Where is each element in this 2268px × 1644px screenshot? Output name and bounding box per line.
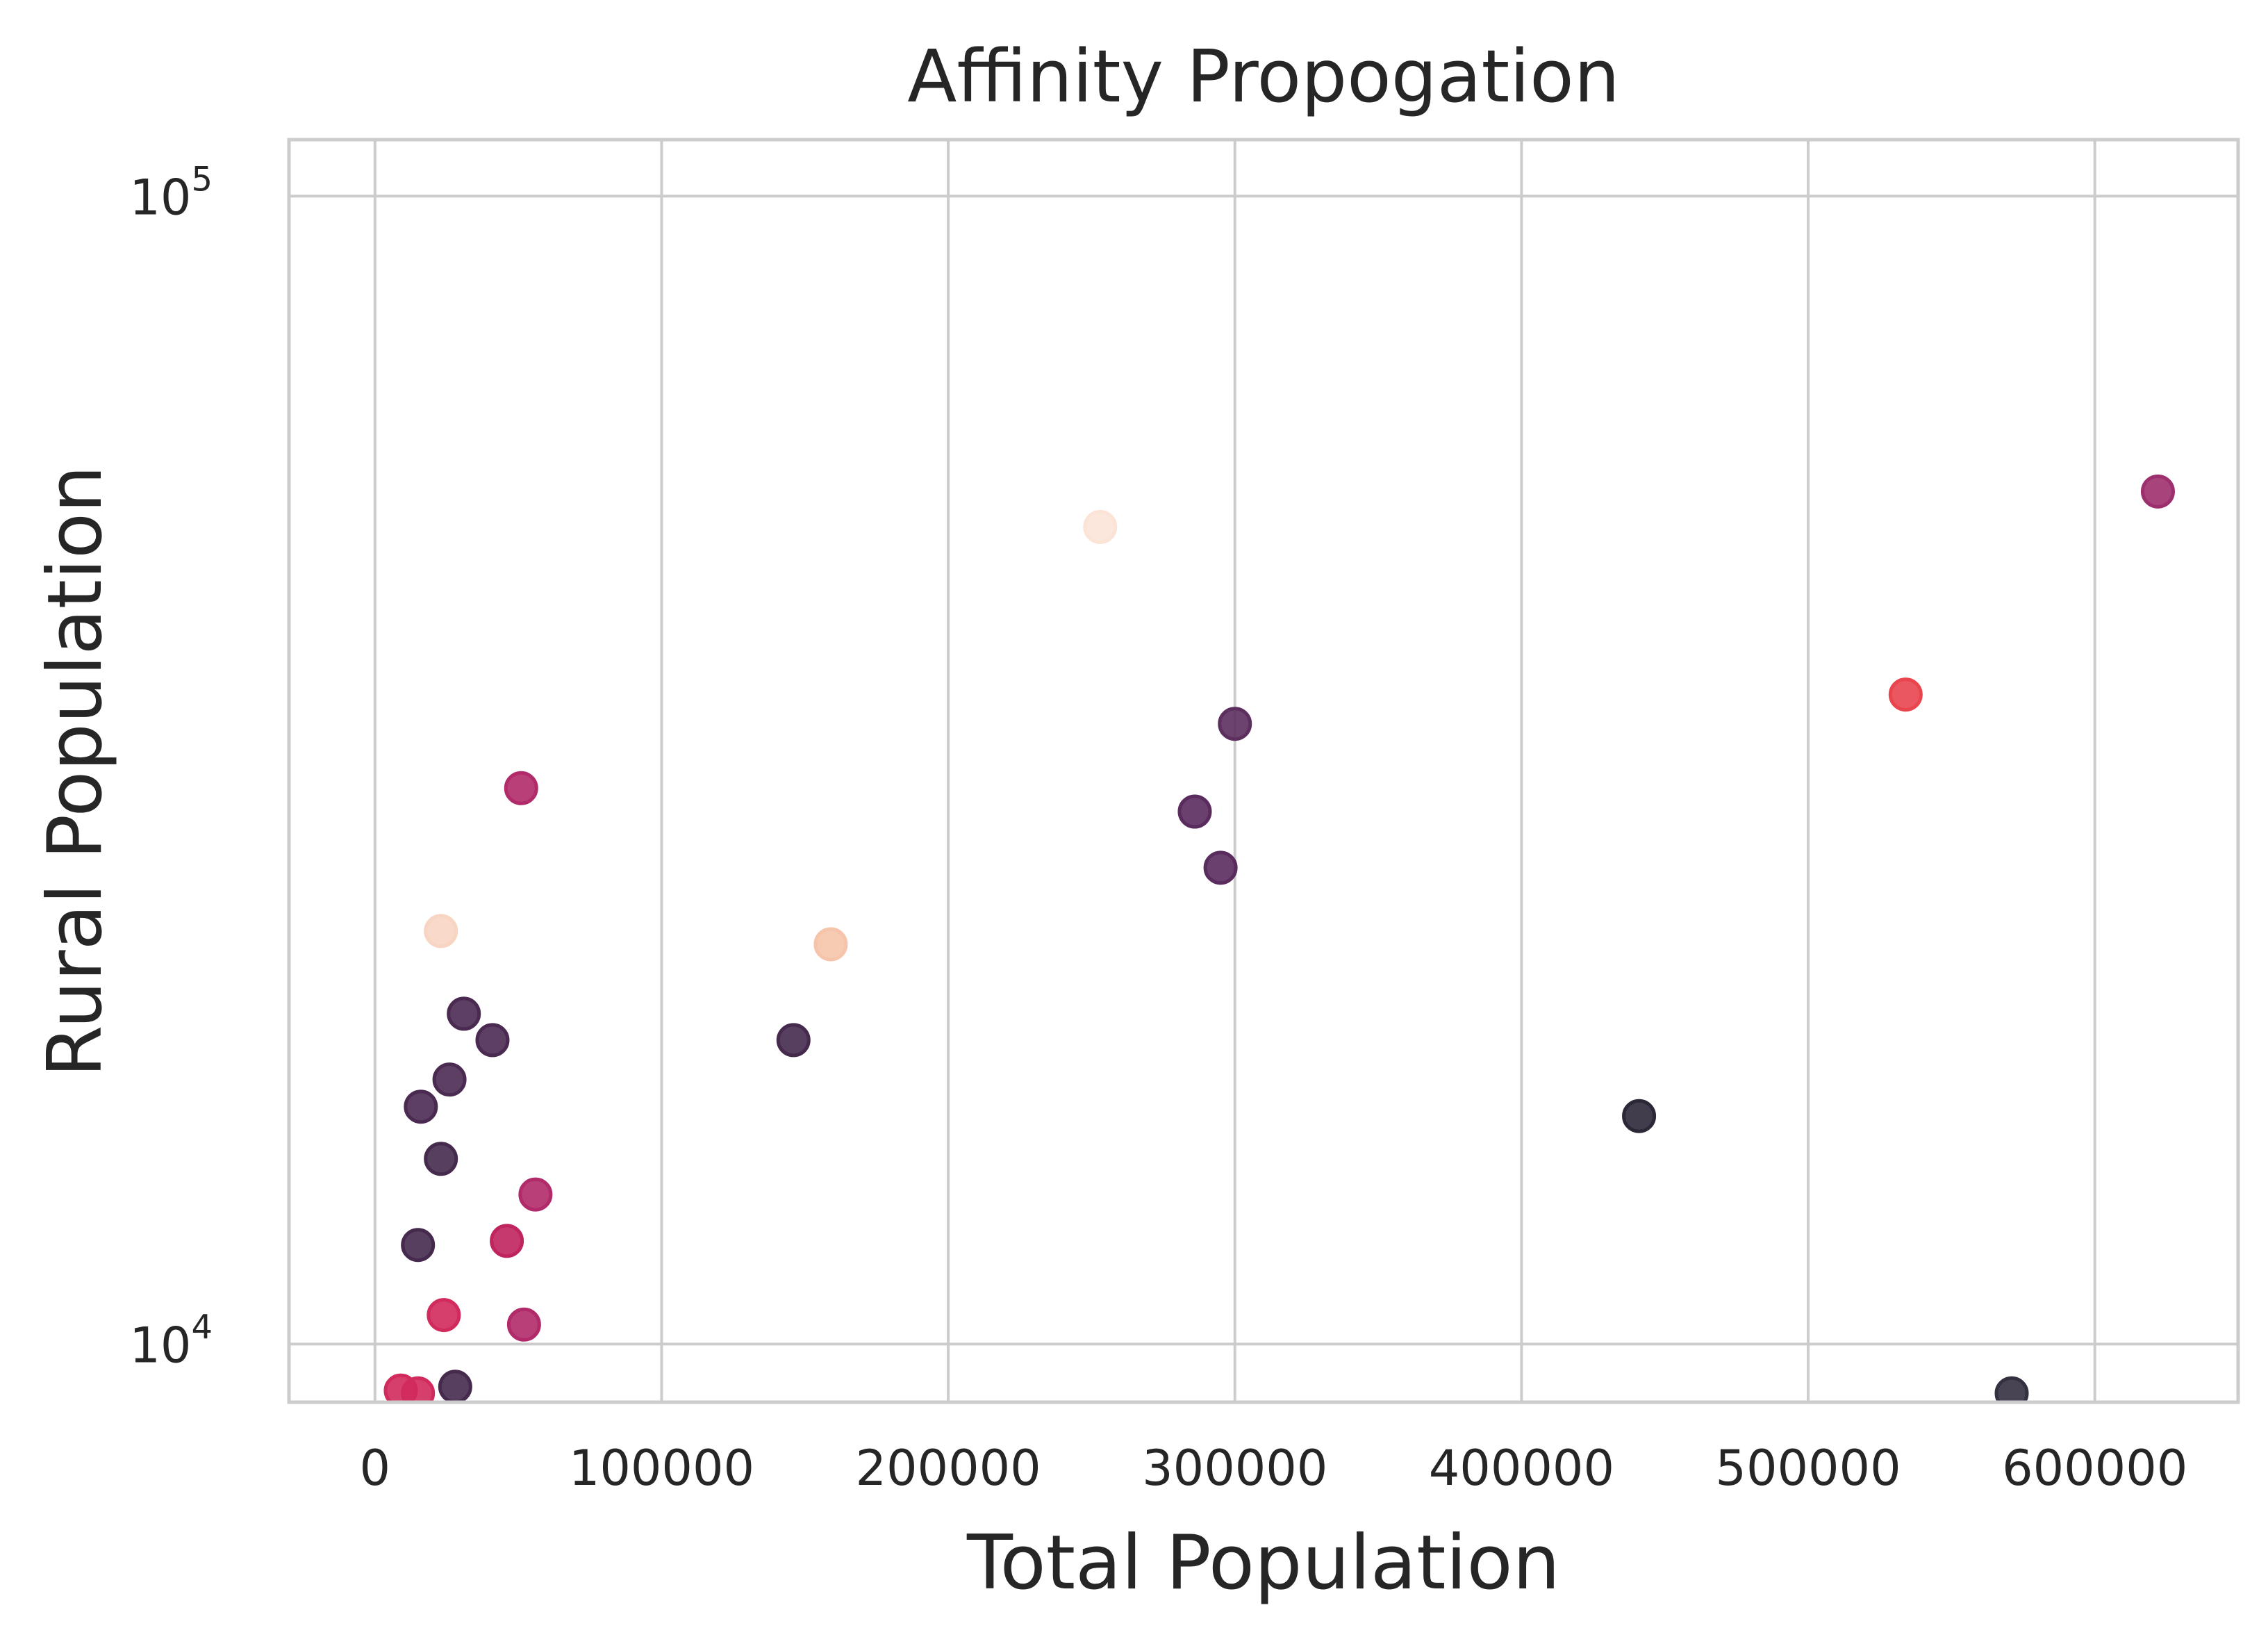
data-point	[1083, 509, 1118, 544]
x-tick-label: 300000	[1142, 1440, 1327, 1497]
data-point	[518, 1177, 553, 1212]
data-point	[404, 1090, 438, 1124]
x-tick-label: 100000	[569, 1440, 754, 1497]
y-axis-label: Rural Population	[32, 466, 119, 1078]
data-points	[383, 474, 2175, 1402]
data-point	[427, 1298, 461, 1333]
data-point	[2140, 474, 2175, 509]
x-tick-label: 400000	[1429, 1440, 1614, 1497]
data-point	[401, 1228, 436, 1263]
data-point	[1994, 1376, 2029, 1402]
grid-lines	[289, 140, 2238, 1402]
x-tick-label: 200000	[855, 1440, 1041, 1497]
data-point	[1203, 850, 1238, 885]
data-point	[438, 1370, 472, 1402]
data-point	[424, 1142, 458, 1176]
y-tick-label: 104	[129, 1308, 213, 1374]
y-axis-ticks: 104 105	[129, 160, 213, 1374]
x-tick-label: 500000	[1715, 1440, 1901, 1497]
data-point	[506, 1307, 541, 1342]
data-point	[401, 1376, 436, 1402]
data-point	[1218, 707, 1252, 741]
data-point	[1888, 677, 1923, 712]
data-point	[447, 996, 481, 1031]
data-point	[475, 1023, 510, 1058]
chart-title: Affinity Propogation	[907, 34, 1619, 119]
data-point	[1622, 1099, 1657, 1133]
x-axis-label: Total Population	[966, 1520, 1560, 1606]
data-point	[424, 914, 458, 948]
data-point	[776, 1023, 811, 1058]
data-point	[1177, 794, 1212, 829]
data-point	[490, 1224, 524, 1258]
data-point	[432, 1062, 467, 1097]
plot-frame	[287, 138, 2240, 1404]
y-tick-label: 105	[129, 160, 213, 226]
data-point	[813, 927, 848, 962]
x-axis-ticks: 0 100000 200000 300000 400000 500000 600000	[360, 1440, 2188, 1497]
x-tick-label: 600000	[2002, 1440, 2187, 1497]
data-point	[504, 771, 538, 805]
x-tick-label: 0	[360, 1440, 391, 1497]
